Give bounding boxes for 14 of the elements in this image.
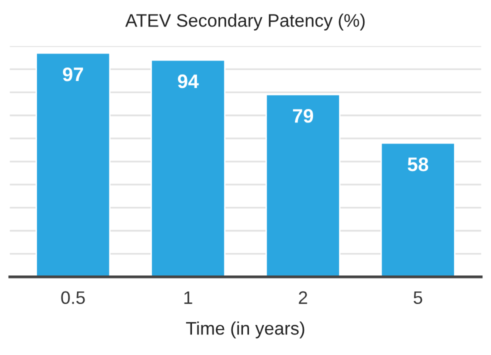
data-label: 94 — [178, 74, 199, 88]
data-label: 79 — [293, 109, 314, 123]
x-axis-title: Time (in years) — [186, 322, 304, 338]
data-label: 58 — [408, 157, 428, 172]
x-tick-label: 5 — [414, 291, 422, 304]
data-label: 97 — [62, 67, 84, 82]
bar — [380, 142, 456, 277]
bar — [36, 52, 111, 277]
x-tick-label: 1 — [184, 291, 192, 304]
x-tick-label: 0.5 — [61, 291, 85, 304]
bar — [266, 94, 340, 277]
chart-title: ATEV Secondary Patency (%) — [125, 14, 365, 30]
x-tick-label: 2 — [298, 291, 308, 304]
bar — [150, 59, 226, 277]
